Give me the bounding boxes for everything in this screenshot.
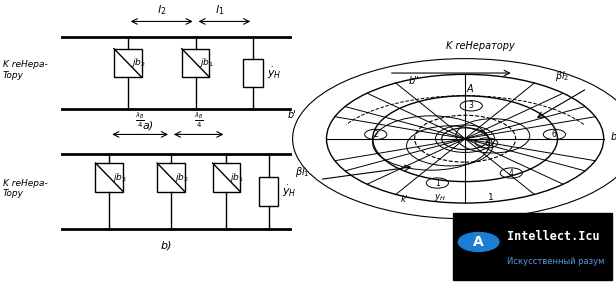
Bar [95, 163, 123, 192]
Text: $l_2$: $l_2$ [157, 3, 166, 17]
Bar [243, 59, 263, 87]
Bar [213, 163, 240, 192]
Text: Intellect.Icu: Intellect.Icu [507, 230, 599, 243]
Text: b''': b''' [611, 132, 616, 142]
Text: b): b) [161, 240, 172, 250]
Text: jb$_3$: jb$_3$ [113, 171, 128, 184]
Bar [182, 49, 209, 77]
Text: K reHepa-
Topy: K reHepa- Topy [3, 60, 48, 80]
Text: k': k' [401, 195, 409, 204]
Bar [259, 177, 278, 206]
Text: 5: 5 [484, 138, 489, 148]
Text: Искусственный разум: Искусственный разум [507, 257, 604, 266]
Text: jb$_2$: jb$_2$ [174, 171, 188, 184]
Bar [114, 49, 142, 77]
Text: A: A [473, 235, 484, 249]
Text: jb$_2$: jb$_2$ [131, 56, 145, 69]
Text: K reHepa-
Topy: K reHepa- Topy [3, 179, 48, 198]
Text: 1: 1 [487, 193, 493, 202]
Text: $l_1$: $l_1$ [215, 3, 224, 17]
Text: $\frac{\lambda_B}{4}$: $\frac{\lambda_B}{4}$ [136, 110, 145, 130]
Text: $\dot{y}_H$: $\dot{y}_H$ [267, 65, 282, 81]
Text: 3: 3 [469, 101, 474, 110]
Text: $y_H$: $y_H$ [434, 192, 446, 203]
Text: $\beta l_1$: $\beta l_1$ [295, 165, 310, 179]
Text: b": b" [409, 76, 419, 86]
Bar [453, 213, 612, 280]
Text: a): a) [142, 120, 153, 130]
Text: jb$_1$: jb$_1$ [230, 171, 245, 184]
Text: $\beta l_2$: $\beta l_2$ [555, 69, 569, 83]
Text: $\dot{y}_H$: $\dot{y}_H$ [282, 184, 297, 199]
Text: b': b' [288, 110, 297, 120]
Text: 6: 6 [552, 130, 557, 139]
Text: jb$_1$: jb$_1$ [198, 56, 214, 69]
Text: A: A [467, 84, 473, 94]
Text: $\frac{\lambda_B}{4}$: $\frac{\lambda_B}{4}$ [194, 110, 203, 130]
Circle shape [458, 233, 499, 251]
Text: 1: 1 [435, 178, 440, 188]
Text: K reHepaтopy: K reHepaтopy [446, 41, 515, 51]
Text: 4: 4 [509, 168, 514, 178]
Bar [157, 163, 185, 192]
Text: 2: 2 [373, 130, 378, 139]
